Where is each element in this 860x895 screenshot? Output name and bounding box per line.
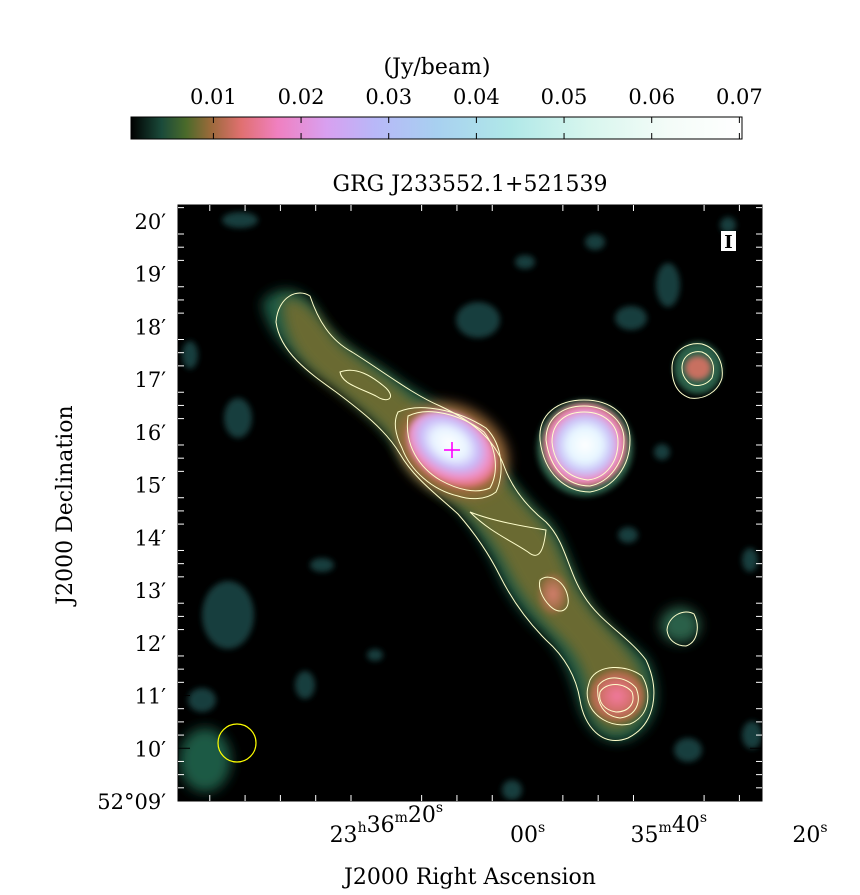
x-tick-label: 20s bbox=[792, 820, 827, 848]
noise-patches bbox=[182, 212, 762, 800]
colorbar-tick-label: 0.03 bbox=[365, 85, 412, 109]
colorbar-tick-label: 0.04 bbox=[453, 85, 500, 109]
x-axis-label: J2000 Right Ascension bbox=[342, 865, 596, 890]
beam-marker bbox=[217, 723, 257, 763]
host-cross-marker bbox=[444, 442, 460, 458]
colorbar-tick-label: 0.02 bbox=[278, 85, 325, 109]
x-tick-label: 00s bbox=[510, 820, 545, 848]
colorbar-tick-label: 0.06 bbox=[628, 85, 675, 109]
radio-galaxy-body bbox=[282, 298, 646, 731]
x-tick-label: 23h36m20s bbox=[330, 800, 444, 848]
x-axis-ticks bbox=[209, 205, 740, 801]
y-tick-label: 10′ bbox=[135, 737, 167, 761]
y-tick-label: 13′ bbox=[135, 579, 167, 603]
colorbar-tick-label: 0.07 bbox=[716, 85, 763, 109]
y-tick-label: 20′ bbox=[135, 210, 167, 234]
colorbar bbox=[130, 116, 743, 140]
plot-frame bbox=[177, 204, 763, 802]
y-tick-label: 16′ bbox=[135, 421, 167, 445]
radio-emission-map bbox=[179, 212, 762, 800]
x-tick-label: 35m40s bbox=[631, 810, 707, 848]
colorbar-label: (Jy/beam) bbox=[384, 55, 491, 80]
chart-title: GRG J233552.1+521539 bbox=[333, 172, 608, 197]
contours bbox=[275, 292, 723, 741]
colorbar-tick-label: 0.05 bbox=[541, 85, 588, 109]
jet-knot bbox=[539, 574, 567, 614]
compact-source bbox=[543, 403, 627, 487]
y-tick-label: 12′ bbox=[135, 632, 167, 656]
y-axis-label: J2000 Declination bbox=[53, 405, 78, 606]
y-tick-label: 52°09′ bbox=[97, 790, 166, 814]
stokes-label: I bbox=[724, 232, 732, 253]
colorbar-tick-marks bbox=[212, 117, 740, 139]
y-tick-label: 19′ bbox=[135, 263, 167, 287]
y-tick-label: 11′ bbox=[135, 685, 167, 709]
y-tick-label: 17′ bbox=[135, 368, 167, 392]
y-axis-tick-labels: 52°09′ 10′ 11′ 12′ 13′ 14′ 15′ 16′ 17′ 18′ 19′ 20′ bbox=[97, 210, 166, 814]
colorbar-tick-labels: 0.01 0.02 0.03 0.04 0.05 0.06 0.07 bbox=[190, 85, 763, 109]
eastern-source-peak bbox=[685, 356, 711, 380]
y-axis-ticks bbox=[178, 207, 762, 802]
y-tick-label: 18′ bbox=[135, 315, 167, 339]
colorbar-tick-label: 0.01 bbox=[190, 85, 237, 109]
y-tick-label: 14′ bbox=[135, 526, 167, 550]
stokes-label-box bbox=[721, 231, 736, 251]
x-axis-tick-labels: 23h36m20s 00s 35m40s 20s bbox=[330, 800, 828, 848]
y-tick-label: 15′ bbox=[135, 474, 167, 498]
